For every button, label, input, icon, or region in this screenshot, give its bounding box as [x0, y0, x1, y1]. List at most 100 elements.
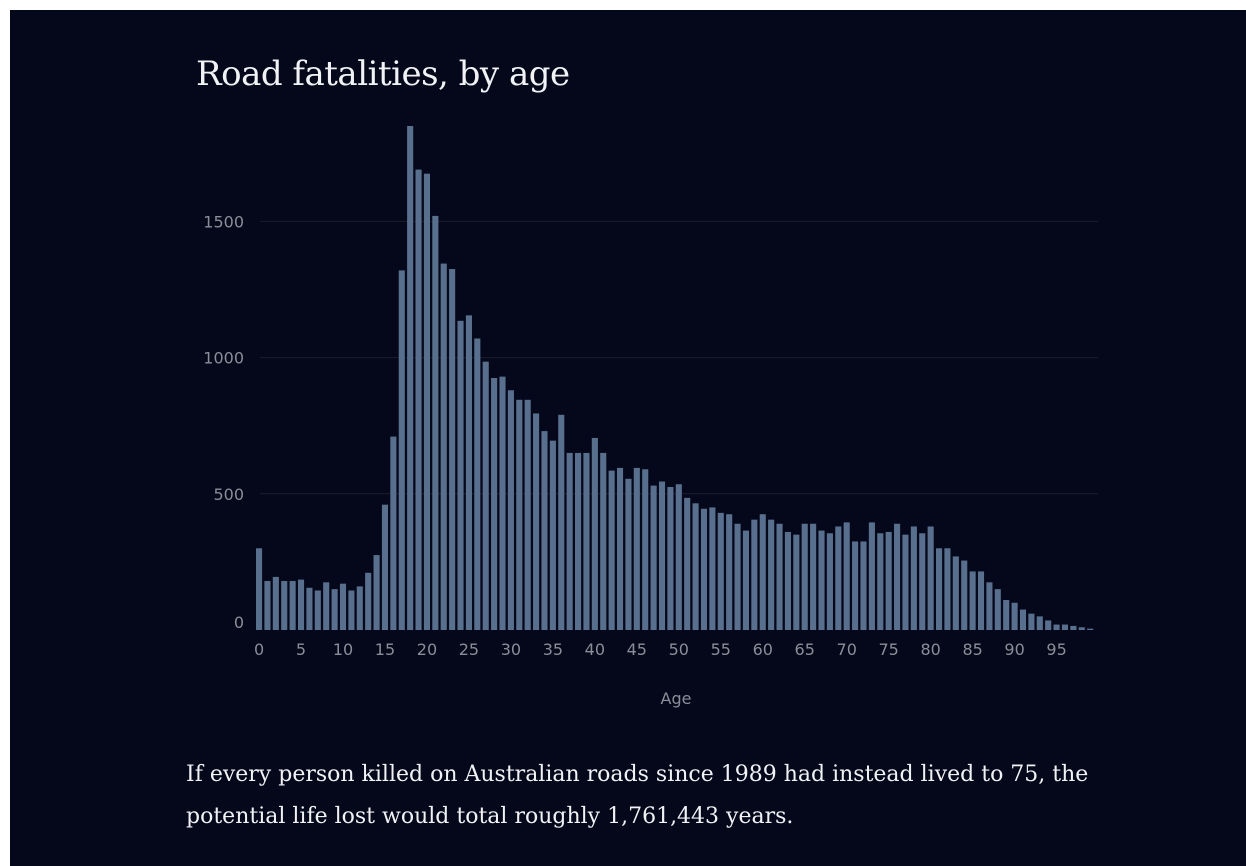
bar [591, 437, 598, 630]
bar [1078, 627, 1085, 630]
bar [793, 534, 800, 630]
x-tick-label: 5 [296, 640, 306, 659]
bar [684, 497, 691, 630]
x-tick-label: 80 [920, 640, 940, 659]
bar [910, 526, 917, 630]
x-tick-label: 60 [753, 640, 773, 659]
bar [977, 571, 985, 630]
bar [457, 320, 464, 630]
bar [507, 390, 514, 630]
bar [306, 587, 313, 630]
x-tick-label: 45 [627, 640, 647, 659]
bar [1087, 628, 1094, 630]
bar [256, 548, 263, 630]
x-tick-label: 75 [878, 640, 898, 659]
bars [256, 126, 1094, 630]
bar [1019, 609, 1027, 630]
bar [449, 269, 456, 630]
bar [491, 378, 498, 630]
bar [826, 533, 833, 630]
x-tick-label: 0 [254, 640, 264, 659]
bar [331, 589, 338, 630]
bar [986, 582, 993, 630]
bar [600, 452, 607, 630]
bar [675, 484, 682, 630]
bar [860, 541, 867, 630]
bar [927, 526, 934, 630]
bar [289, 580, 296, 630]
chart-plot-area: 0 500 1000 1500 0 5 10 15 20 25 30 35 40 45 50 55 60 65 7… [203, 126, 1098, 708]
bar [272, 576, 279, 630]
bar [952, 556, 959, 630]
bar [667, 486, 674, 630]
bar [616, 467, 624, 630]
y-tick-label: 1000 [203, 349, 244, 368]
bar [818, 530, 825, 630]
bar [692, 503, 699, 630]
bar [1053, 624, 1060, 630]
bar [390, 436, 397, 630]
x-tick-label: 65 [795, 640, 815, 659]
bar [768, 519, 775, 630]
x-tick-label: 95 [1046, 640, 1066, 659]
bar [407, 126, 414, 630]
bar [398, 270, 405, 630]
bar [969, 571, 976, 630]
bar [1070, 625, 1077, 630]
x-tick-label: 10 [333, 640, 353, 659]
x-tick-label: 35 [543, 640, 563, 659]
bar [642, 469, 649, 630]
y-tick-label: 0 [234, 613, 244, 632]
bar [734, 523, 741, 630]
bar [373, 555, 380, 630]
bar [726, 514, 733, 630]
bar [759, 514, 766, 630]
bar [944, 548, 951, 630]
x-tick-label: 85 [962, 640, 982, 659]
bar [323, 582, 330, 630]
bar [1028, 613, 1035, 630]
x-tick-label: 70 [837, 640, 857, 659]
x-axis-title: Age [661, 689, 692, 708]
bar [868, 522, 875, 630]
bar [281, 580, 288, 630]
bar [877, 533, 884, 630]
bar [717, 512, 724, 630]
bar [936, 548, 943, 630]
x-tick-label: 25 [459, 640, 479, 659]
bar [625, 478, 632, 630]
bar [633, 467, 640, 630]
bar [1011, 602, 1018, 630]
bar [415, 169, 422, 630]
caption-text: If every person killed on Australian roa… [186, 762, 1089, 829]
bar [499, 376, 506, 630]
bar [919, 533, 926, 630]
x-tick-label: 55 [711, 640, 731, 659]
bar [994, 589, 1001, 630]
bar [423, 173, 430, 630]
bar [348, 590, 355, 630]
bar [465, 315, 472, 630]
bar [365, 572, 372, 630]
bar [1061, 624, 1069, 630]
bar [432, 215, 439, 630]
bar [583, 452, 590, 630]
bar [835, 526, 842, 630]
bar [381, 504, 389, 630]
y-tick-label: 500 [213, 485, 244, 504]
x-tick-label: 15 [375, 640, 395, 659]
bar [482, 361, 489, 630]
x-tick-label: 90 [1004, 640, 1024, 659]
bar [356, 586, 363, 630]
bar [566, 452, 573, 630]
bar [843, 522, 850, 630]
bar [894, 523, 901, 630]
bar [541, 431, 548, 630]
bar [700, 508, 708, 630]
bar [474, 338, 481, 630]
bar [885, 531, 892, 630]
bar [742, 530, 750, 630]
bar [264, 580, 271, 630]
bar [314, 590, 321, 630]
chart-panel: Road fatalities, by age 0 500 1000 1500 0 5 1… [10, 10, 1246, 866]
